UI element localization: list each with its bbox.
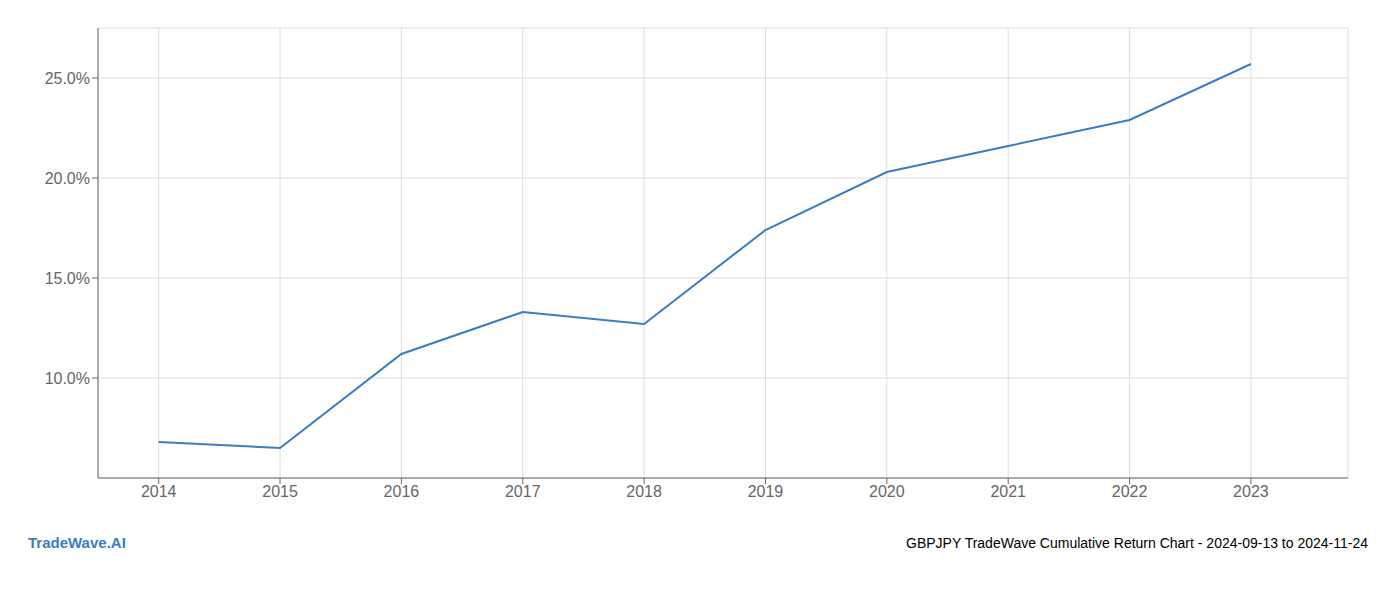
svg-text:2016: 2016 <box>384 483 420 500</box>
svg-text:2015: 2015 <box>262 483 298 500</box>
svg-text:2019: 2019 <box>748 483 784 500</box>
svg-text:25.0%: 25.0% <box>45 70 90 87</box>
svg-text:2022: 2022 <box>1112 483 1148 500</box>
html-text:TradeWave.AI: TradeWave.AI <box>28 534 126 551</box>
svg-text:2017: 2017 <box>505 483 541 500</box>
svg-text:2018: 2018 <box>626 483 662 500</box>
svg-text:15.0%: 15.0% <box>45 270 90 287</box>
svg-text:2023: 2023 <box>1233 483 1269 500</box>
svg-text:2014: 2014 <box>141 483 177 500</box>
svg-text:2021: 2021 <box>990 483 1026 500</box>
html-text:GBPJPY TradeWave Cumulative Re: GBPJPY TradeWave Cumulative Return Chart… <box>906 534 1368 551</box>
svg-text:20.0%: 20.0% <box>45 170 90 187</box>
svg-text:2020: 2020 <box>869 483 905 500</box>
svg-text:10.0%: 10.0% <box>45 370 90 387</box>
